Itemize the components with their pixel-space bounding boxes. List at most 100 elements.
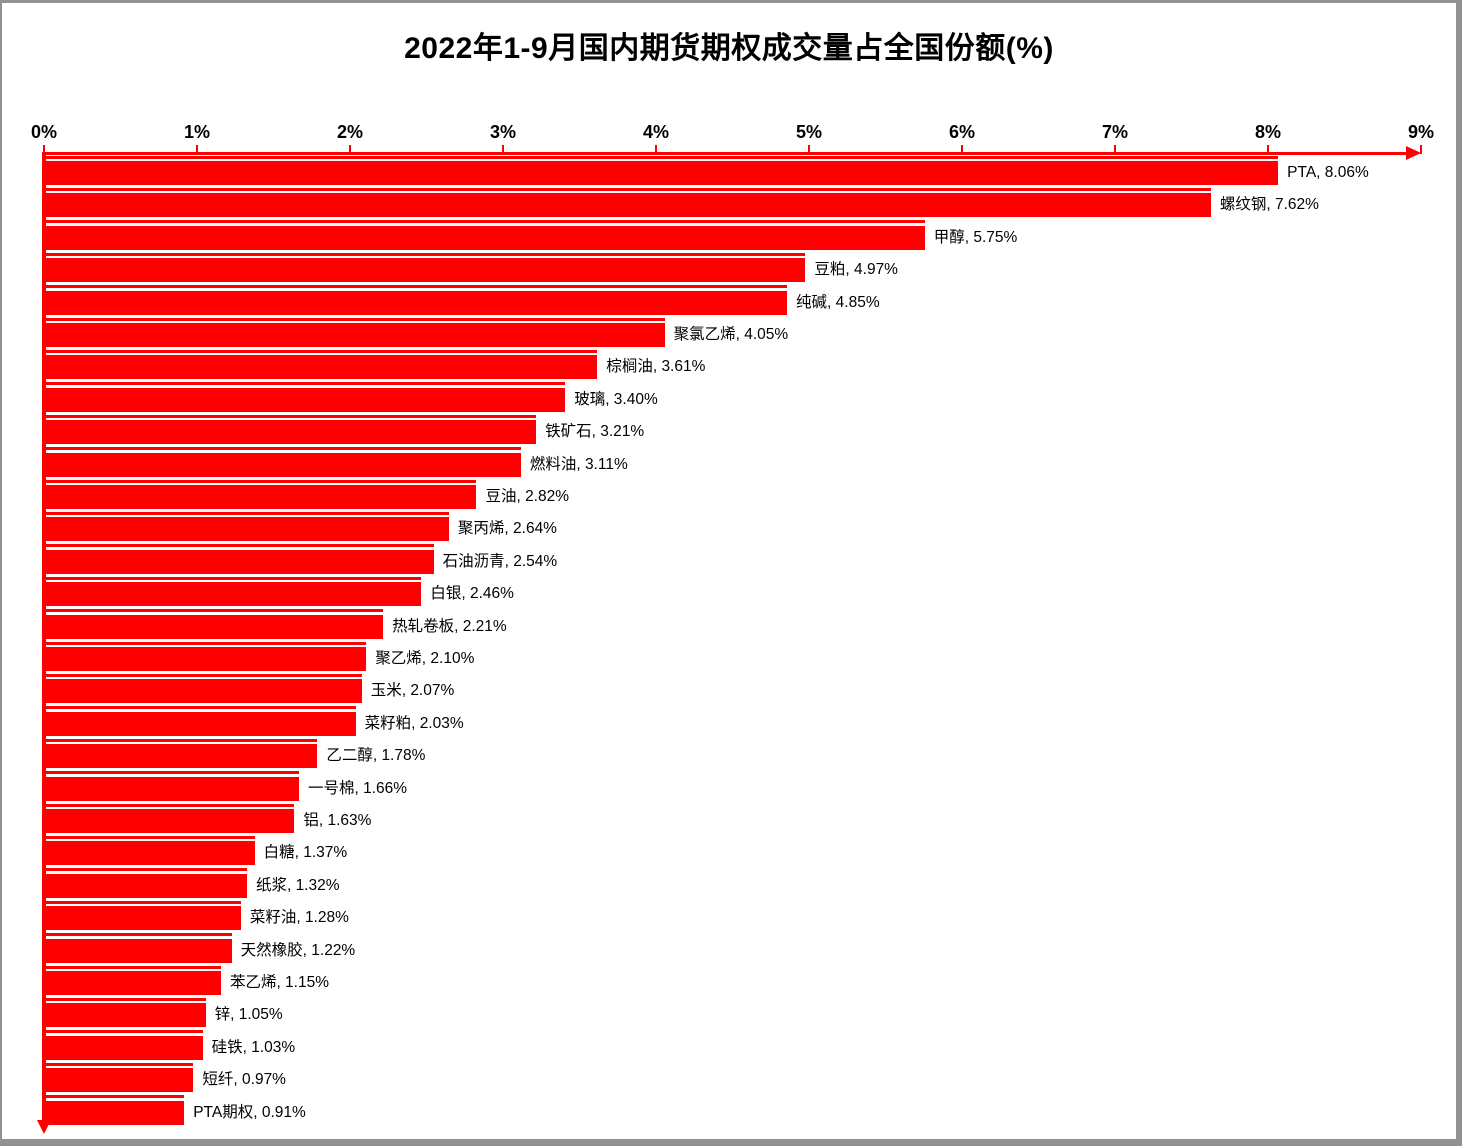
bar-硅铁 xyxy=(45,1035,203,1060)
bar-echo-line xyxy=(45,252,806,256)
bar-echo-line xyxy=(45,900,241,904)
bar-echo-line xyxy=(45,544,434,548)
bar-echo-line xyxy=(45,803,295,807)
bar-label: 铝, 1.63% xyxy=(303,812,372,829)
bar-label: 豆粕, 4.97% xyxy=(814,261,898,279)
bar-echo-line xyxy=(45,1095,185,1099)
x-axis-arrow-icon xyxy=(1406,146,1421,160)
bar-热轧卷板 xyxy=(45,614,384,639)
bar-echo-line xyxy=(45,1030,203,1034)
bar-label: 白银, 2.46% xyxy=(430,585,514,603)
bar-石油沥青 xyxy=(45,549,434,574)
bar-echo-line xyxy=(45,479,477,483)
bar-聚丙烯 xyxy=(45,517,449,542)
bar-短纤 xyxy=(45,1068,194,1093)
bar-锌 xyxy=(45,1003,206,1028)
bar-echo-line xyxy=(45,609,384,613)
bar-苯乙烯 xyxy=(45,971,221,995)
x-axis-tick xyxy=(43,145,45,154)
bar-PTA期权 xyxy=(45,1100,185,1125)
bar-echo-line xyxy=(45,414,537,418)
bar-铝 xyxy=(45,809,295,833)
bar-echo-line xyxy=(45,706,356,710)
bar-echo-line xyxy=(45,349,598,353)
bar-铁矿石 xyxy=(45,420,537,445)
bar-echo-line xyxy=(45,220,925,224)
bar-豆粕 xyxy=(45,258,806,283)
x-axis-tick xyxy=(196,145,198,154)
bar-echo-line xyxy=(45,835,255,839)
x-axis-label: 9% xyxy=(1407,122,1434,142)
bar-玻璃 xyxy=(45,387,566,412)
bar-label: 短纤, 0.97% xyxy=(202,1071,286,1089)
bar-echo-line xyxy=(45,187,1211,191)
bar-echo-line xyxy=(45,997,206,1001)
bar-echo-line xyxy=(45,965,221,969)
x-axis-label: 4% xyxy=(642,122,669,142)
bar-echo-line xyxy=(45,933,232,937)
x-axis-line xyxy=(42,152,1408,155)
bar-label: 玉米, 2.07% xyxy=(370,682,455,700)
bar-甲醇 xyxy=(45,225,925,250)
bar-label: PTA期权, 0.91% xyxy=(193,1103,306,1121)
bar-echo-line xyxy=(45,641,367,645)
bar-豆油 xyxy=(45,485,477,509)
x-axis-tick xyxy=(1420,145,1422,154)
bar-玉米 xyxy=(45,679,362,704)
x-axis-tick xyxy=(655,145,657,154)
bar-label: 纸浆, 1.32% xyxy=(255,876,340,894)
bar-棕榈油 xyxy=(45,355,598,380)
bar-label: 玻璃, 3.40% xyxy=(574,390,658,408)
bar-聚乙烯 xyxy=(45,647,367,671)
bar-label: 菜籽油, 1.28% xyxy=(249,909,349,927)
bar-label: 热轧卷板, 2.21% xyxy=(392,617,507,635)
bar-label: 聚乙烯, 2.10% xyxy=(375,650,475,667)
bar-label: 甲醇, 5.75% xyxy=(933,228,1018,246)
x-axis-tick xyxy=(502,145,504,154)
bar-白银 xyxy=(45,582,422,607)
x-axis-label: 7% xyxy=(1101,122,1128,142)
bar-echo-line xyxy=(45,1062,194,1066)
x-axis-label: 2% xyxy=(336,122,363,142)
x-axis-label: 6% xyxy=(948,122,975,142)
x-axis-tick xyxy=(349,145,351,154)
x-axis-label: 1% xyxy=(183,122,210,142)
bar-乙二醇 xyxy=(45,744,318,769)
bar-echo-line xyxy=(45,285,788,289)
x-axis-tick xyxy=(961,145,963,154)
bar-echo-line xyxy=(45,771,299,775)
bar-echo-line xyxy=(45,576,422,580)
x-axis-label: 8% xyxy=(1254,122,1281,142)
bar-天然橡胶 xyxy=(45,938,232,963)
bar-label: 螺纹钢, 7.62% xyxy=(1219,196,1319,214)
bar-label: 锌, 1.05% xyxy=(214,1006,283,1024)
bar-echo-line xyxy=(45,382,566,386)
bar-聚氯乙烯 xyxy=(45,323,665,347)
bar-label: 硅铁, 1.03% xyxy=(211,1038,296,1056)
bar-label: 豆油, 2.82% xyxy=(485,488,570,505)
x-axis-tick xyxy=(1267,145,1269,154)
bar-燃料油 xyxy=(45,452,521,477)
bar-label: 白糖, 1.37% xyxy=(263,844,348,862)
x-axis-tick xyxy=(1114,145,1116,154)
bar-echo-line xyxy=(45,738,318,742)
bar-菜籽油 xyxy=(45,906,241,931)
bar-label: 石油沥青, 2.54% xyxy=(442,552,558,570)
bar-echo-line xyxy=(45,447,521,451)
bar-PTA xyxy=(45,161,1279,185)
bar-白糖 xyxy=(45,841,255,866)
bar-echo-line xyxy=(45,155,1279,159)
bar-echo-line xyxy=(45,673,362,677)
bar-label: 聚丙烯, 2.64% xyxy=(457,520,557,538)
y-axis-line xyxy=(42,152,46,1121)
bar-label: 天然橡胶, 1.22% xyxy=(240,941,356,959)
bar-一号棉 xyxy=(45,776,299,801)
bar-label: 棕榈油, 3.61% xyxy=(606,358,706,376)
x-axis-label: 0% xyxy=(30,122,57,142)
bar-label: 聚氯乙烯, 4.05% xyxy=(673,326,789,343)
bar-label: 铁矿石, 3.21% xyxy=(545,423,645,441)
x-axis-label: 3% xyxy=(489,122,516,142)
bar-纸浆 xyxy=(45,873,247,898)
bar-label: PTA, 8.06% xyxy=(1287,164,1369,181)
